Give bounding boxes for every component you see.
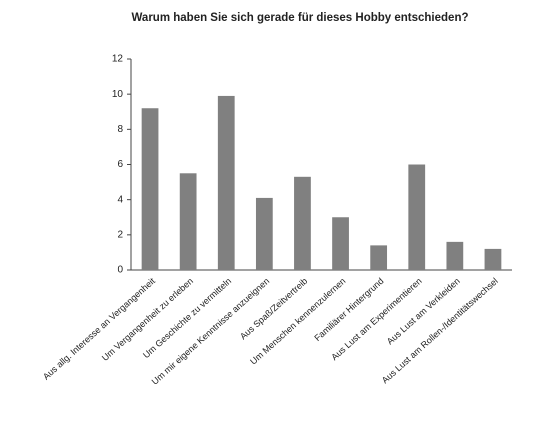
bar (141, 108, 159, 270)
bar (217, 95, 235, 270)
y-tick-label: 12 (112, 54, 124, 65)
bar (332, 217, 349, 270)
bar (484, 248, 502, 270)
y-tick-label: 0 (117, 265, 123, 276)
bar (294, 176, 311, 270)
y-tick-label: 8 (117, 124, 123, 135)
y-tick-label: 2 (117, 229, 123, 240)
chart-title: Warum haben Sie sich gerade für dieses H… (132, 12, 469, 24)
x-tick-label: Aus Lust am Verkleiden (385, 276, 462, 347)
bar (179, 173, 197, 270)
bar (370, 245, 388, 270)
y-tick-label: 4 (117, 194, 123, 205)
bar (408, 164, 426, 270)
y-tick-label: 6 (117, 159, 123, 170)
bar (255, 197, 273, 270)
x-tick-label: Aus Spaß/Zeitvertreib (238, 276, 309, 342)
x-tick-label: Familiärer Hintergrund (312, 276, 385, 343)
y-tick-label: 10 (112, 89, 124, 100)
bar (446, 241, 464, 270)
